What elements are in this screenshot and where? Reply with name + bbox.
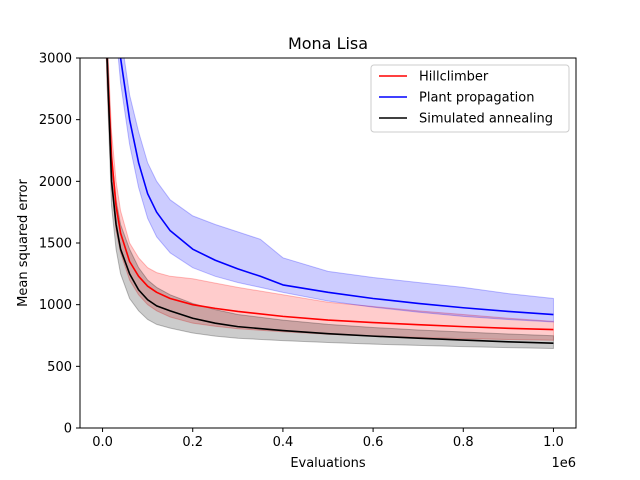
plant-propagation-legend-label: Plant propagation [419, 91, 535, 106]
legend-box [370, 64, 570, 133]
y-axis-label: Mean squared error [16, 179, 31, 307]
y-tick-label: 500 [47, 360, 72, 375]
x-offset-label: 1e6 [551, 456, 576, 471]
chart-title: Mona Lisa [288, 34, 368, 53]
x-axis: 0.0 0.2 0.4 0.6 0.8 1.0 [92, 428, 564, 450]
hillclimber-legend-label: Hillclimber [419, 70, 489, 85]
y-tick-label: 1500 [39, 237, 72, 252]
hillclimber-confidence-band [105, 58, 554, 341]
y-tick-label: 0 [64, 422, 72, 437]
y-tick-label: 2000 [39, 175, 72, 190]
y-tick-label: 2500 [39, 113, 72, 128]
simulated-annealing-line [106, 58, 554, 344]
x-tick-label: 0.0 [92, 435, 113, 450]
x-tick-label: 0.2 [182, 435, 203, 450]
simulated-annealing-confidence-band [105, 58, 554, 349]
simulated-annealing-legend-label: Simulated annealing [419, 112, 553, 127]
x-tick-label: 0.4 [273, 435, 294, 450]
plant-propagation-confidence-band [117, 58, 554, 323]
series-layer [105, 58, 554, 349]
x-tick-label: 0.8 [453, 435, 474, 450]
y-tick-label: 3000 [39, 52, 72, 67]
y-tick-label: 1000 [39, 298, 72, 313]
x-tick-label: 0.6 [363, 435, 384, 450]
x-axis-label: Evaluations [290, 456, 366, 471]
y-axis: 0 500 1000 1500 2000 2500 3000 [39, 52, 80, 437]
hillclimber-line [106, 58, 554, 331]
legend: Hillclimber Plant propagation Simulated an… [370, 64, 570, 133]
x-tick-label: 1.0 [543, 435, 564, 450]
plant-propagation-line [119, 58, 554, 316]
